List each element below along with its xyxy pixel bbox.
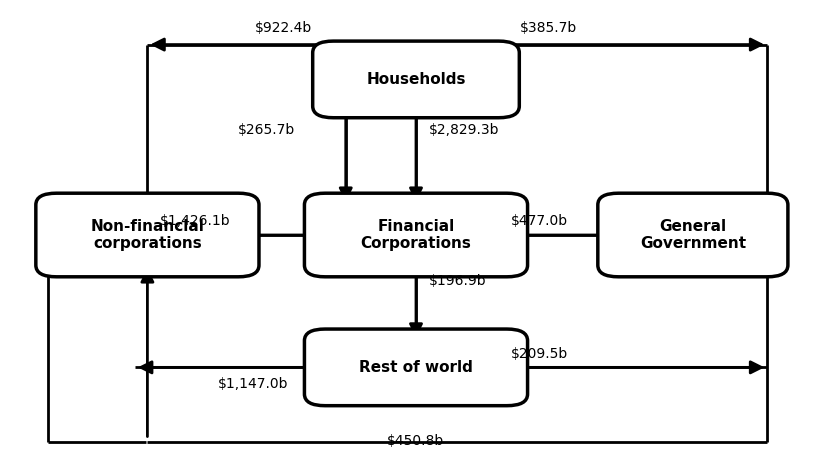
FancyBboxPatch shape [305,193,527,277]
Text: $265.7b: $265.7b [238,124,295,137]
Text: $477.0b: $477.0b [511,213,568,227]
Text: $1,147.0b: $1,147.0b [218,376,288,391]
FancyBboxPatch shape [598,193,788,277]
Text: $209.5b: $209.5b [511,347,568,361]
Text: $922.4b: $922.4b [255,21,312,35]
FancyBboxPatch shape [36,193,259,277]
Text: $450.8b: $450.8b [388,434,444,448]
Text: Households: Households [366,72,466,87]
Text: Financial
Corporations: Financial Corporations [360,219,472,251]
Text: Rest of world: Rest of world [359,360,473,375]
Text: $196.9b: $196.9b [428,274,486,289]
Text: $385.7b: $385.7b [520,21,577,35]
Text: General
Government: General Government [640,219,746,251]
FancyBboxPatch shape [313,41,519,118]
Text: $1,426.1b: $1,426.1b [160,213,230,227]
Text: Non-financial
corporations: Non-financial corporations [91,219,205,251]
Text: $2,829.3b: $2,829.3b [428,124,499,137]
FancyBboxPatch shape [305,329,527,406]
